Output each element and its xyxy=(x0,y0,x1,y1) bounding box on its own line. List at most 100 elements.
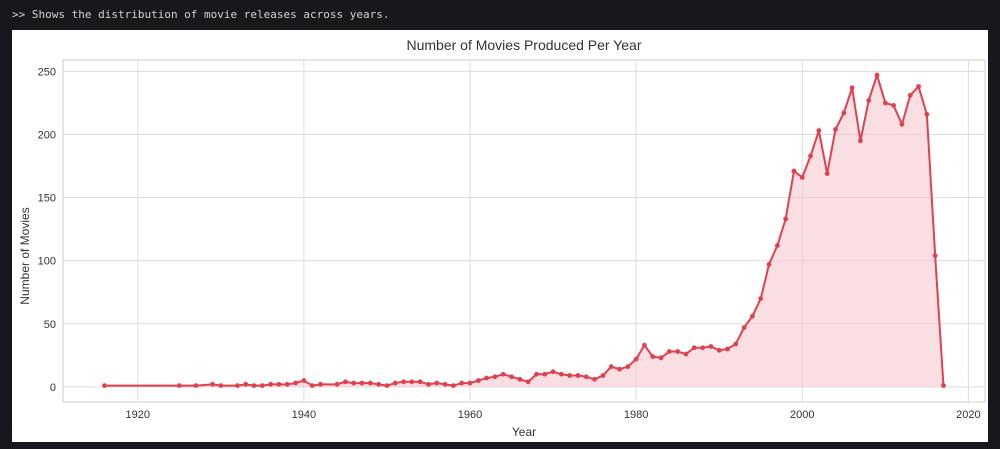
data-point xyxy=(824,171,830,176)
data-point xyxy=(608,364,614,370)
data-point xyxy=(509,374,514,380)
data-point xyxy=(891,103,897,108)
data-point xyxy=(907,92,913,98)
data-point xyxy=(417,379,423,385)
data-point xyxy=(675,349,681,354)
data-point xyxy=(575,373,581,378)
data-point xyxy=(882,100,888,106)
data-point xyxy=(567,373,573,378)
area-fill xyxy=(104,75,944,387)
data-point xyxy=(716,347,722,353)
data-point xyxy=(301,378,307,383)
data-point xyxy=(783,216,789,222)
chart-title: Number of Movies Produced Per Year xyxy=(406,37,641,53)
data-point xyxy=(259,383,265,388)
data-point xyxy=(683,351,689,357)
data-point xyxy=(534,371,539,377)
data-point xyxy=(293,380,298,386)
x-tick-label: 1920 xyxy=(126,409,150,421)
data-point xyxy=(758,296,764,301)
data-point xyxy=(916,84,921,89)
y-axis-label: Number of Movies xyxy=(18,207,32,304)
data-point xyxy=(816,128,822,134)
data-point xyxy=(700,345,705,351)
data-point xyxy=(434,380,440,386)
data-point xyxy=(625,364,631,370)
y-tick-label: 150 xyxy=(38,193,56,205)
data-point xyxy=(235,383,240,388)
data-point xyxy=(542,371,548,377)
data-point xyxy=(251,383,257,388)
y-tick-label: 250 xyxy=(38,66,56,78)
data-point xyxy=(932,253,938,259)
data-point xyxy=(774,243,780,248)
data-point xyxy=(102,383,107,388)
data-point xyxy=(384,383,390,388)
data-point xyxy=(550,369,556,375)
data-point xyxy=(642,342,647,348)
y-tick-label: 0 xyxy=(50,382,56,394)
x-tick-label: 2000 xyxy=(790,409,814,421)
x-axis-ticks: 1920 1940 1960 1980 2000 2020 xyxy=(126,409,981,421)
data-point xyxy=(243,381,249,387)
data-point xyxy=(941,383,946,388)
x-tick-label: 1960 xyxy=(458,409,482,421)
data-point xyxy=(343,379,348,385)
data-point xyxy=(176,383,182,388)
data-point xyxy=(309,383,315,388)
data-point xyxy=(492,374,498,380)
data-point xyxy=(467,380,473,386)
data-point xyxy=(766,262,772,267)
data-point xyxy=(193,383,199,388)
data-point xyxy=(841,110,847,116)
data-point xyxy=(426,381,431,387)
plot-area xyxy=(62,59,986,403)
data-points xyxy=(102,72,946,388)
data-point xyxy=(791,168,797,174)
data-point xyxy=(666,349,672,354)
data-point xyxy=(849,85,855,91)
data-point xyxy=(733,341,739,347)
data-point xyxy=(401,379,406,385)
data-point xyxy=(359,380,365,386)
data-point xyxy=(475,378,481,383)
data-point xyxy=(284,381,290,387)
data-point xyxy=(459,380,465,386)
x-tick-label: 1980 xyxy=(624,409,648,421)
data-point xyxy=(218,383,224,388)
chart-figure: Number of Movies Produced Per Year 1920 1… xyxy=(12,30,988,442)
data-point xyxy=(633,356,639,362)
data-point xyxy=(268,381,274,387)
data-point xyxy=(351,380,357,386)
data-point xyxy=(866,97,872,103)
data-point xyxy=(409,379,415,385)
data-point xyxy=(658,355,664,361)
data-point xyxy=(708,344,714,349)
data-point xyxy=(525,379,531,385)
data-point xyxy=(600,373,606,378)
x-tick-label: 2020 xyxy=(956,409,980,421)
x-tick-label: 1940 xyxy=(292,409,316,421)
data-point xyxy=(500,371,506,377)
data-point xyxy=(442,381,448,387)
data-point xyxy=(558,371,564,377)
data-point xyxy=(725,346,730,352)
data-point xyxy=(741,325,747,330)
data-point xyxy=(392,380,398,386)
data-point xyxy=(210,381,215,387)
data-point xyxy=(592,376,597,382)
data-point xyxy=(899,121,905,127)
line-chart: Number of Movies Produced Per Year 1920 1… xyxy=(18,37,986,439)
data-point xyxy=(334,381,340,387)
data-point xyxy=(750,313,755,319)
data-point xyxy=(874,72,880,78)
data-point xyxy=(376,381,382,387)
data-point xyxy=(691,345,697,351)
data-point xyxy=(799,174,805,180)
y-axis-ticks: 0 50 100 150 200 250 xyxy=(38,66,56,393)
data-point xyxy=(808,153,813,159)
data-point xyxy=(276,381,282,387)
x-axis-label: Year xyxy=(512,425,536,439)
data-point xyxy=(858,138,863,144)
data-point xyxy=(583,374,589,380)
